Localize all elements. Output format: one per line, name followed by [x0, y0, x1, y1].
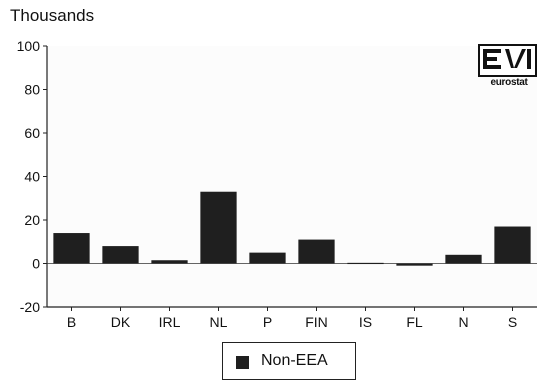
bar-n: [445, 254, 482, 264]
bar-fin: [298, 239, 335, 264]
x-tick-label: FIN: [305, 314, 328, 330]
y-tick-label: 20: [24, 212, 40, 228]
bar-irl: [151, 260, 188, 264]
y-tick-label: 60: [24, 125, 40, 141]
legend-label: Non-EEA: [261, 352, 328, 369]
x-tick-label: NL: [210, 314, 228, 330]
x-tick-label: FL: [406, 314, 423, 330]
bar-s: [494, 226, 531, 264]
x-tick-label: P: [263, 314, 272, 330]
y-tick-label: 40: [24, 169, 40, 185]
y-tick-label: -20: [20, 299, 40, 315]
y-tick-label: 100: [17, 38, 41, 54]
y-tick-label: 80: [24, 82, 40, 98]
legend: Non-EEA: [222, 342, 356, 380]
x-tick-label: N: [458, 314, 468, 330]
x-tick-label: DK: [111, 314, 131, 330]
y-axis-title: Thousands: [10, 6, 95, 25]
x-tick-label: IS: [359, 314, 372, 330]
bar-is: [347, 262, 384, 265]
x-tick-label: IRL: [159, 314, 181, 330]
y-tick-label: 0: [32, 256, 40, 272]
bar-fl: [396, 263, 433, 266]
legend-swatch: [236, 356, 249, 369]
bar-p: [249, 252, 286, 264]
eurostat-emblem-icon: [478, 44, 537, 77]
bar-dk: [102, 246, 139, 264]
plot-area: [47, 46, 537, 307]
eurostat-logo-text: eurostat: [490, 77, 528, 88]
bar-nl: [200, 191, 237, 264]
x-tick-label: S: [508, 314, 517, 330]
bar-chart: 100 80 60 40 20 0 -20 B DK IRL NL P FIN IS FL N S: [17, 38, 537, 330]
eurostat-logo: [478, 44, 538, 92]
bar-b: [53, 233, 90, 264]
x-tick-label: B: [67, 314, 76, 330]
